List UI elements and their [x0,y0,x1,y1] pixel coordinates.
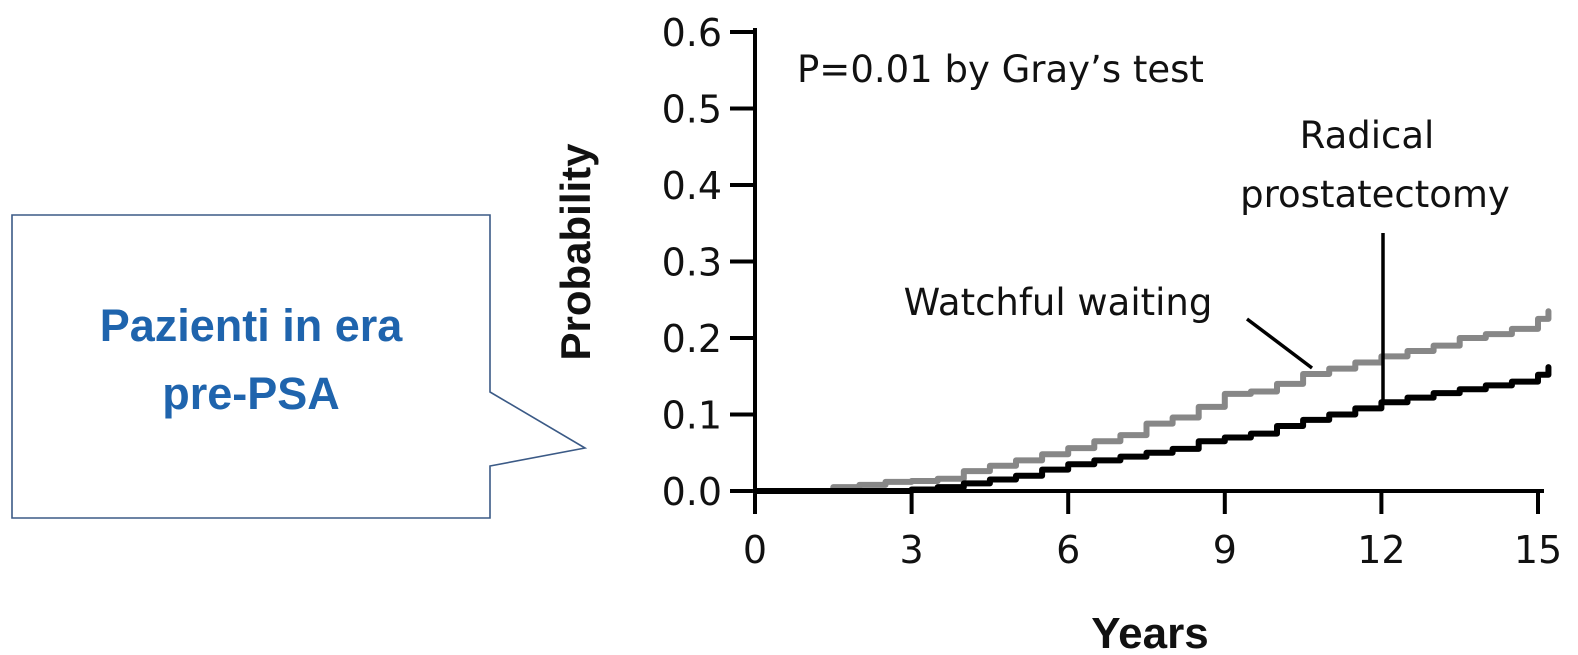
y-tick-label: 0.4 [662,164,722,208]
y-tick-label: 0.3 [662,241,722,285]
series-line-radical-prostatectomy [752,364,1552,494]
x-tick-label: 3 [900,528,924,572]
x-tick-label: 9 [1213,528,1237,572]
x-tick-label: 6 [1056,528,1080,572]
callout-text: Pazienti in era pre-PSA [12,292,490,428]
series-layer [752,308,1552,494]
y-tick-label: 0.2 [662,317,722,361]
x-tick-label: 15 [1514,528,1562,572]
pvalue-annotation: P=0.01 by Gray’s test [797,48,1204,91]
radical-label-line2: prostatectomy [1240,173,1510,216]
watchful-label: Watchful waiting [904,281,1213,324]
watchful-pointer-line [1245,317,1314,370]
callout-bubble [11,214,588,519]
x-tick-label: 12 [1357,528,1405,572]
y-tick-label: 0.0 [662,470,722,514]
x-tick-label: 0 [743,528,767,572]
callout-line-1: Pazienti in era [99,300,403,351]
x-ticks: 0 3 6 9 12 15 [743,491,1562,572]
radical-label-line1: Radical [1300,114,1435,157]
y-tick-label: 0.1 [662,394,722,438]
y-tick-label: 0.5 [662,88,722,132]
x-axis-title: Years [1091,609,1208,655]
y-axis-title: Probability [552,143,599,361]
series-line-watchful-waiting [752,308,1552,494]
y-ticks: 0.0 0.1 0.2 0.3 0.4 0.5 0.6 [662,11,755,514]
y-tick-label: 0.6 [662,11,722,55]
callout-line-2: pre-PSA [162,368,340,419]
